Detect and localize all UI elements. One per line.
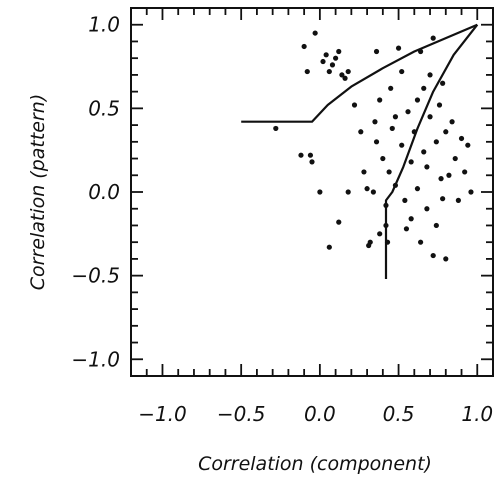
data-point [309,159,315,165]
data-points [273,30,474,262]
data-point [395,45,402,51]
data-point [446,172,452,178]
data-point [392,182,399,188]
x-tick-label: −1.0 [138,402,187,426]
data-point [370,189,376,195]
data-point [373,48,380,55]
axis-tick-labels: −1.0 −0.5 0.0 0.5 1.0 1.0 0.5 0.0 −0.5 −1.0 [71,13,493,426]
data-point [320,58,326,65]
axis-ticks [130,7,494,377]
data-point [455,197,461,203]
data-point [351,102,358,108]
data-point [427,72,433,78]
data-point [418,239,424,245]
data-point [377,231,383,237]
data-point [408,216,414,222]
data-point [438,176,444,182]
data-point [414,97,421,103]
data-point [323,52,329,58]
data-point [436,102,443,108]
y-axis-label: Correlation (pattern) [27,94,49,291]
data-point [421,149,427,155]
data-point [389,125,395,132]
data-point [465,142,471,148]
data-point [392,114,399,120]
data-point [333,55,339,61]
data-point [440,196,446,202]
data-point [380,155,386,162]
x-tick-label: 1.0 [461,402,493,426]
y-tick-label: 0.5 [88,96,120,120]
data-point [399,68,405,75]
data-point [402,197,408,203]
boundary-curves [241,23,479,279]
data-point [383,222,389,229]
data-point [418,48,424,55]
data-point [367,239,373,245]
plot-frame [130,7,494,377]
data-point [383,202,389,208]
data-point [336,219,342,225]
data-point [468,189,474,195]
data-point [364,186,370,192]
data-point [449,119,455,125]
data-point [377,97,383,103]
data-point [326,244,332,250]
data-point [345,189,351,195]
data-point [326,68,332,75]
data-point [312,30,318,36]
data-point [373,139,380,145]
data-point [301,43,307,50]
data-point [421,85,427,91]
data-point [414,186,421,192]
y-tick-label: −1.0 [71,347,120,371]
data-point [433,222,439,229]
data-point [408,159,414,165]
y-tick-label: 0.0 [88,180,120,204]
data-point [427,114,433,120]
y-tick-label: 1.0 [88,13,120,37]
data-point [342,75,348,81]
data-point [345,68,351,75]
data-point [307,152,314,158]
x-tick-label: −0.5 [217,402,266,426]
data-point [405,109,411,115]
data-point [317,189,323,195]
x-tick-label: 0.5 [383,402,415,426]
data-point [440,80,446,86]
data-point [329,62,336,68]
data-point [372,119,378,125]
data-point [384,239,391,245]
x-tick-label: 0.0 [304,402,336,426]
data-point [433,139,439,145]
data-point [298,152,304,158]
data-point [339,72,345,78]
data-point [411,129,417,135]
data-point [452,155,458,162]
data-point [430,252,436,259]
y-tick-label: −0.5 [71,264,120,288]
data-point [430,35,436,41]
data-point [361,169,367,175]
boundary-curve-2 [384,24,479,279]
data-point [462,169,468,175]
data-point [443,129,449,135]
data-point [388,85,394,91]
boundary-curve-1 [241,23,478,123]
data-point [403,226,410,232]
data-point [386,169,392,175]
data-point [424,164,430,170]
data-point [336,48,342,55]
data-point [304,68,310,75]
data-point [399,142,405,148]
data-point [358,129,364,135]
data-point [458,135,465,142]
data-point [443,256,449,262]
data-point [273,125,279,132]
x-axis-label: Correlation (component) [198,453,432,475]
data-point [424,206,430,212]
